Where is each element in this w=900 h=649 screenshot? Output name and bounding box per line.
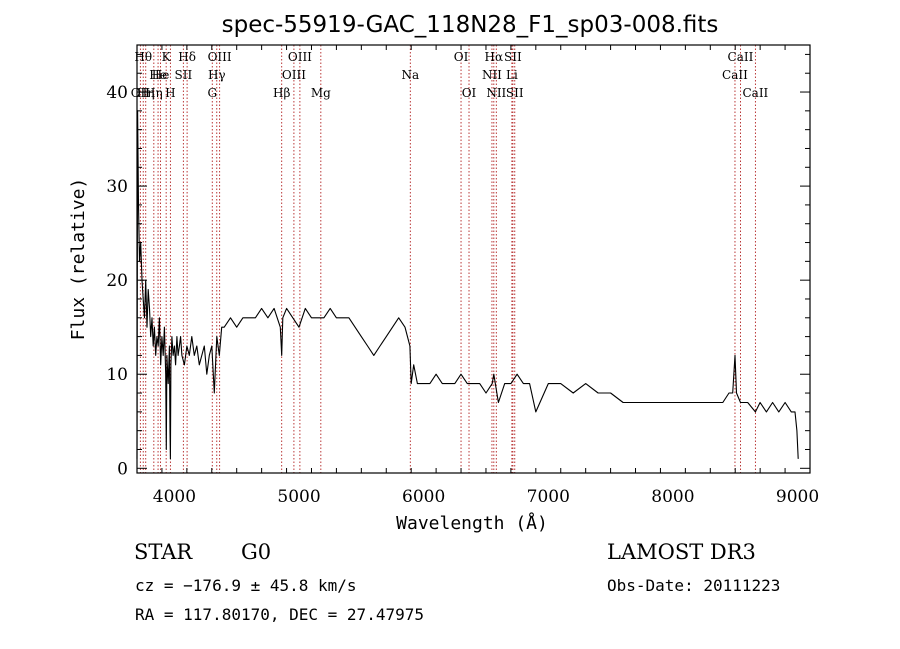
- x-tick-label-5: 9000: [776, 487, 819, 507]
- line-label-3: Hη: [145, 86, 163, 100]
- line-markers: [139, 45, 756, 473]
- x-tick-label-4: 8000: [651, 487, 694, 507]
- line-label-22: NII: [486, 86, 506, 100]
- line-label-1: Hθ: [134, 50, 152, 64]
- x-axis: 4000 5000 6000 7000 8000 9000: [136, 45, 819, 507]
- y-tick-label-3: 30: [106, 177, 128, 197]
- coordinates: RA = 117.80170, DEC = 27.47975: [135, 605, 424, 624]
- line-label-0: OII: [131, 86, 151, 100]
- line-label-10: G: [207, 86, 217, 100]
- line-label-26: CaII: [722, 68, 748, 82]
- line-label-23: Li: [506, 68, 518, 82]
- line-label-2: Hη: [137, 86, 155, 100]
- obs-date: Obs-Date: 20111223: [607, 576, 781, 595]
- line-label-19: OI: [462, 86, 477, 100]
- line-label-24: SII: [504, 50, 522, 64]
- line-label-15: OIII: [288, 50, 312, 64]
- line-label-20: NII: [482, 68, 502, 82]
- line-label-12: OIII: [208, 50, 232, 64]
- spectrum-series-line: [136, 110, 799, 460]
- line-labels: OIIHθHηHηHeHeKHSIIHδGHγOIIIHβOIIIOIIIMgN…: [131, 50, 769, 100]
- plot-frame: [136, 44, 811, 474]
- line-label-4: He: [149, 68, 167, 82]
- x-tick-label-0: 4000: [153, 487, 196, 507]
- line-label-27: CaII: [728, 50, 754, 64]
- x-tick-label-3: 7000: [527, 487, 570, 507]
- line-label-7: H: [165, 86, 175, 100]
- line-label-8: SII: [175, 68, 193, 82]
- line-label-5: He: [152, 68, 170, 82]
- line-label-17: Na: [401, 68, 419, 82]
- y-tick-label-0: 0: [117, 459, 128, 479]
- y-tick-label-4: 40: [106, 83, 128, 103]
- line-label-13: Hβ: [273, 86, 290, 100]
- line-label-6: K: [162, 50, 172, 64]
- line-label-11: Hγ: [208, 68, 226, 82]
- y-tick-label-2: 20: [106, 271, 128, 291]
- line-label-16: Mg: [311, 86, 331, 100]
- y-axis: 0 10 20 30 40: [106, 53, 810, 479]
- x-tick-label-2: 6000: [402, 487, 445, 507]
- chart-title: spec-55919-GAC_118N28_F1_sp03-008.fits: [222, 12, 719, 38]
- line-label-21: Hα: [485, 50, 504, 64]
- y-axis-label: Flux (relative): [68, 178, 89, 341]
- y-tick-label-1: 10: [106, 365, 128, 385]
- object-subclass: G0: [241, 540, 272, 564]
- redshift-cz: cz = −176.9 ± 45.8 km/s: [135, 576, 357, 595]
- line-label-25: SII: [506, 86, 524, 100]
- x-axis-label: Wavelength (Å): [396, 512, 548, 534]
- x-tick-label-1: 5000: [277, 487, 320, 507]
- line-label-18: OI: [454, 50, 469, 64]
- line-label-9: Hδ: [178, 50, 196, 64]
- object-class: STAR: [134, 540, 193, 564]
- line-label-14: OIII: [282, 68, 306, 82]
- survey-name: LAMOST DR3: [607, 540, 756, 564]
- line-label-28: CaII: [742, 86, 768, 100]
